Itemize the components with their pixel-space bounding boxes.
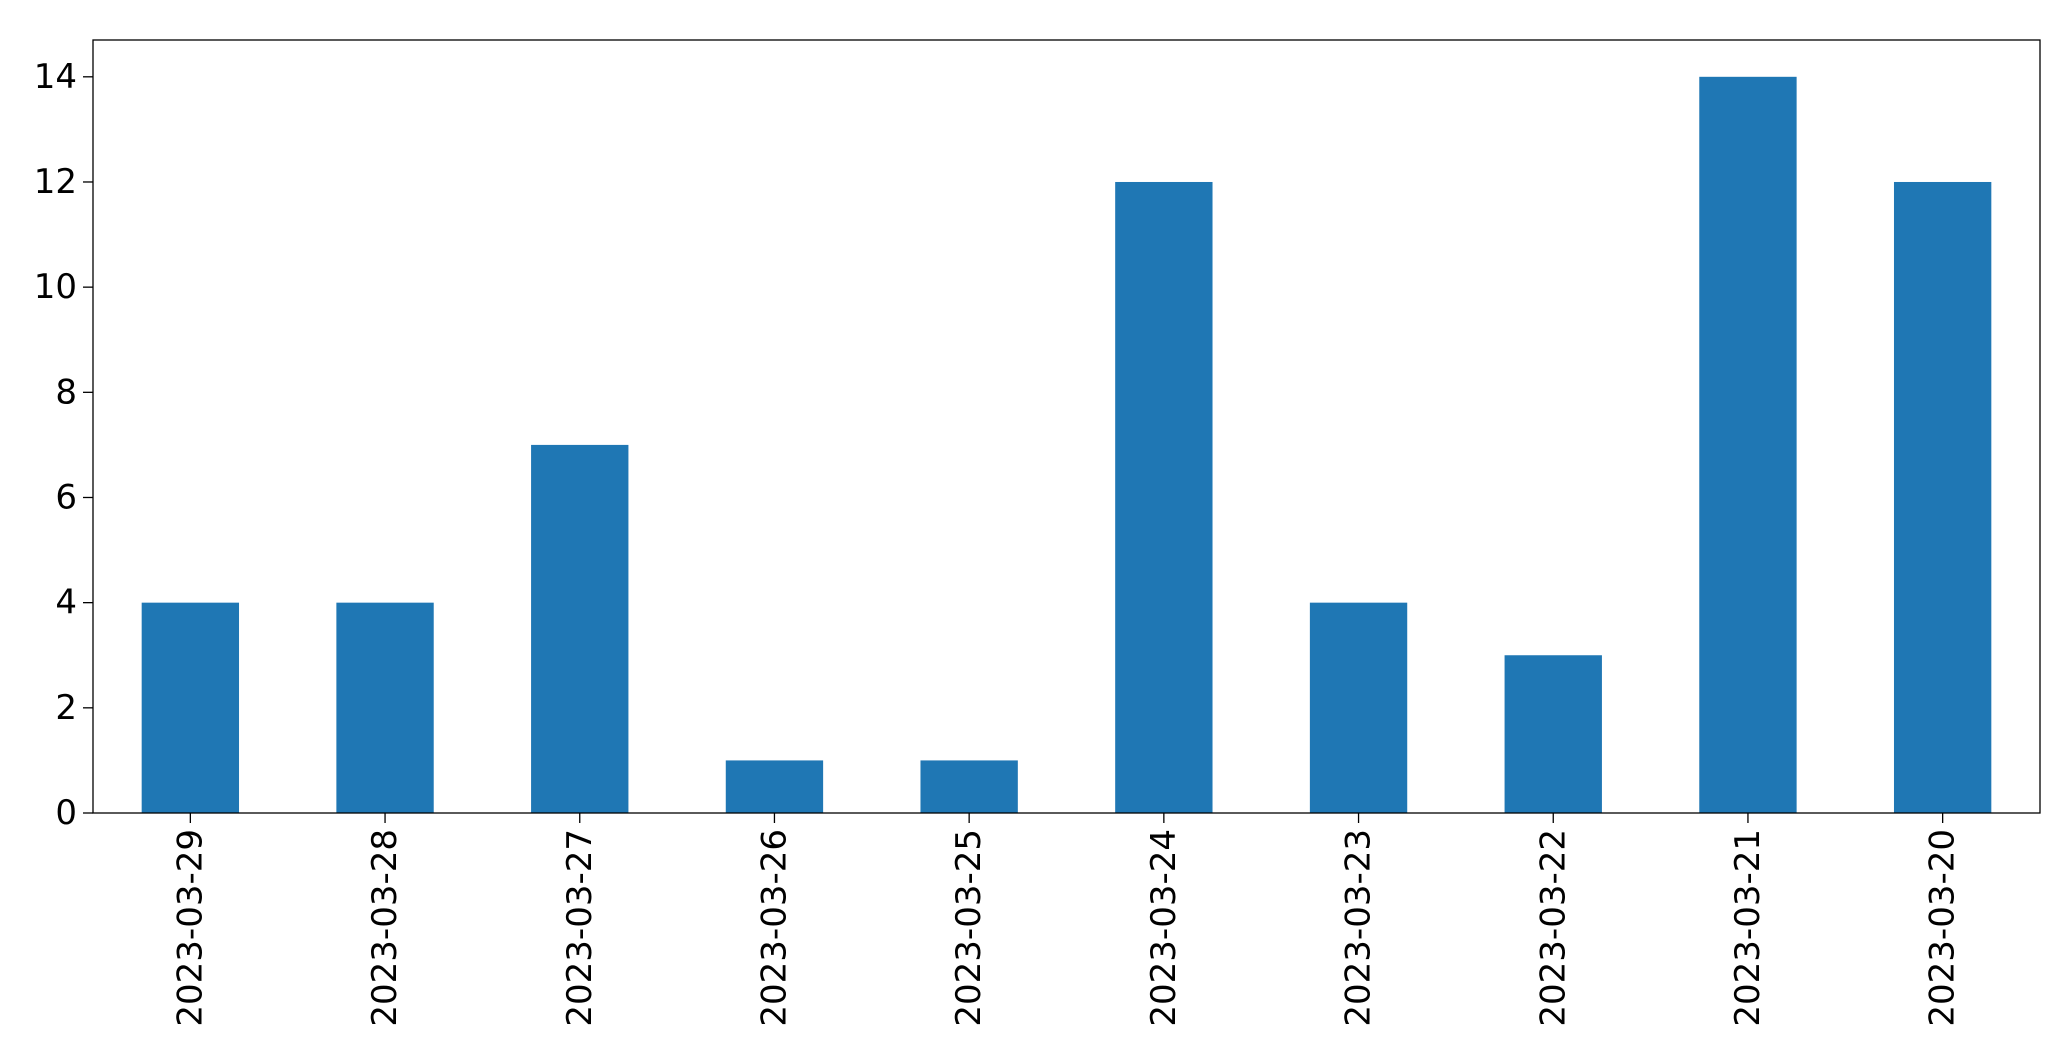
y-tick-label: 10 — [34, 267, 77, 307]
y-tick-label: 0 — [55, 793, 77, 833]
bar-2023-03-27 — [531, 444, 629, 813]
x-tick-label: 2023-03-24 — [1144, 829, 1184, 1027]
x-tick-label: 2023-03-25 — [949, 829, 989, 1027]
bar-2023-03-24 — [1115, 181, 1213, 813]
y-tick-label: 4 — [55, 583, 77, 623]
x-tick-label: 2023-03-20 — [1923, 829, 1963, 1027]
x-tick-label: 2023-03-21 — [1728, 829, 1768, 1027]
x-tick-label: 2023-03-29 — [170, 829, 210, 1027]
bar-2023-03-29 — [141, 602, 240, 813]
y-tick-label: 6 — [55, 477, 77, 517]
bar-2023-03-25 — [920, 760, 1018, 813]
x-tick-label: 2023-03-27 — [560, 829, 600, 1027]
bar-2023-03-26 — [725, 760, 824, 813]
x-tick-label: 2023-03-28 — [365, 829, 405, 1027]
x-tick-label: 2023-03-23 — [1339, 829, 1379, 1027]
bar-2023-03-20 — [1893, 181, 1992, 813]
y-axis-ticks: 0 2 4 6 8 10 12 14 — [34, 57, 93, 833]
x-tick-label: 2023-03-26 — [754, 829, 794, 1027]
bars-group — [141, 76, 1992, 814]
y-tick-label: 14 — [34, 57, 77, 97]
y-tick-label: 8 — [55, 372, 77, 412]
bar-2023-03-21 — [1699, 76, 1797, 814]
plot-area-frame — [92, 39, 2041, 814]
x-axis-ticks: 2023-03-29 2023-03-28 2023-03-27 2023-03-26… — [170, 813, 1963, 1027]
bar-2023-03-28 — [336, 602, 434, 813]
y-tick-label: 2 — [55, 688, 77, 728]
bar-2023-03-22 — [1504, 655, 1602, 813]
bar-2023-03-23 — [1309, 602, 1408, 813]
x-tick-label: 2023-03-22 — [1533, 829, 1573, 1027]
y-tick-label: 12 — [34, 162, 77, 202]
